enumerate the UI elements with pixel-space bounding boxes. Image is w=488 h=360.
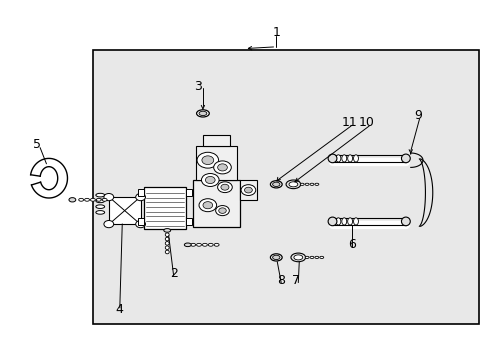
Bar xyxy=(108,197,141,224)
Ellipse shape xyxy=(314,183,318,185)
Ellipse shape xyxy=(327,154,336,163)
Text: 1: 1 xyxy=(272,26,280,39)
Text: 6: 6 xyxy=(347,238,355,251)
Circle shape xyxy=(197,152,218,168)
Ellipse shape xyxy=(293,255,302,260)
Ellipse shape xyxy=(288,182,297,187)
Bar xyxy=(193,180,239,227)
Ellipse shape xyxy=(272,182,279,186)
Ellipse shape xyxy=(165,246,169,249)
Ellipse shape xyxy=(314,256,318,258)
Ellipse shape xyxy=(96,198,101,201)
Ellipse shape xyxy=(272,255,279,260)
Circle shape xyxy=(201,174,219,186)
Ellipse shape xyxy=(335,218,340,225)
Ellipse shape xyxy=(309,256,313,258)
Ellipse shape xyxy=(199,111,206,116)
Ellipse shape xyxy=(347,155,352,162)
Ellipse shape xyxy=(353,155,358,162)
Ellipse shape xyxy=(270,254,282,261)
Text: 2: 2 xyxy=(169,267,177,280)
Ellipse shape xyxy=(319,256,323,258)
Ellipse shape xyxy=(165,250,169,254)
Ellipse shape xyxy=(270,181,282,188)
Bar xyxy=(138,189,144,196)
Circle shape xyxy=(221,184,228,190)
Circle shape xyxy=(202,156,213,165)
Ellipse shape xyxy=(190,243,195,246)
Circle shape xyxy=(205,176,215,184)
Circle shape xyxy=(104,220,113,228)
Circle shape xyxy=(218,208,226,213)
Ellipse shape xyxy=(165,233,169,237)
Ellipse shape xyxy=(329,155,334,162)
Ellipse shape xyxy=(341,155,346,162)
Text: 8: 8 xyxy=(277,274,285,287)
Ellipse shape xyxy=(327,217,336,226)
Ellipse shape xyxy=(202,243,207,246)
Ellipse shape xyxy=(300,183,304,185)
Circle shape xyxy=(217,164,227,171)
Text: 7: 7 xyxy=(291,274,299,287)
Ellipse shape xyxy=(90,198,95,201)
Circle shape xyxy=(215,206,229,216)
Text: 9: 9 xyxy=(413,109,421,122)
Bar xyxy=(203,135,229,146)
Circle shape xyxy=(244,187,252,193)
Ellipse shape xyxy=(79,198,83,201)
Bar xyxy=(185,218,191,225)
Circle shape xyxy=(241,185,255,195)
Ellipse shape xyxy=(341,218,346,225)
Ellipse shape xyxy=(84,198,89,201)
Bar xyxy=(144,187,185,229)
Text: 5: 5 xyxy=(33,138,41,150)
Ellipse shape xyxy=(329,218,334,225)
Ellipse shape xyxy=(96,205,104,208)
Ellipse shape xyxy=(96,199,104,203)
Ellipse shape xyxy=(208,243,213,246)
Bar xyxy=(93,50,478,324)
Ellipse shape xyxy=(102,198,107,201)
Text: 10: 10 xyxy=(358,116,374,129)
Bar xyxy=(239,180,256,200)
Circle shape xyxy=(104,194,113,201)
Circle shape xyxy=(199,199,216,212)
Ellipse shape xyxy=(163,229,170,232)
Ellipse shape xyxy=(353,218,358,225)
Ellipse shape xyxy=(69,198,76,202)
Ellipse shape xyxy=(196,110,209,117)
Ellipse shape xyxy=(305,183,308,185)
Ellipse shape xyxy=(347,218,352,225)
Ellipse shape xyxy=(165,242,169,245)
Ellipse shape xyxy=(290,253,305,262)
Bar xyxy=(195,146,237,180)
Text: 11: 11 xyxy=(341,116,357,129)
Ellipse shape xyxy=(309,183,313,185)
Ellipse shape xyxy=(335,155,340,162)
Ellipse shape xyxy=(285,180,300,189)
Circle shape xyxy=(136,194,145,201)
Text: 4: 4 xyxy=(116,303,123,316)
Text: 3: 3 xyxy=(194,80,202,93)
Circle shape xyxy=(136,220,145,228)
Ellipse shape xyxy=(196,243,201,246)
Bar xyxy=(185,189,191,196)
Ellipse shape xyxy=(165,237,169,241)
Ellipse shape xyxy=(184,243,191,247)
Ellipse shape xyxy=(96,211,104,214)
Ellipse shape xyxy=(214,243,219,246)
Ellipse shape xyxy=(401,217,409,226)
Ellipse shape xyxy=(305,256,308,258)
Ellipse shape xyxy=(96,193,104,197)
Circle shape xyxy=(203,202,212,209)
Circle shape xyxy=(213,161,231,174)
Ellipse shape xyxy=(401,154,409,163)
Circle shape xyxy=(217,182,232,193)
Bar xyxy=(138,218,144,225)
